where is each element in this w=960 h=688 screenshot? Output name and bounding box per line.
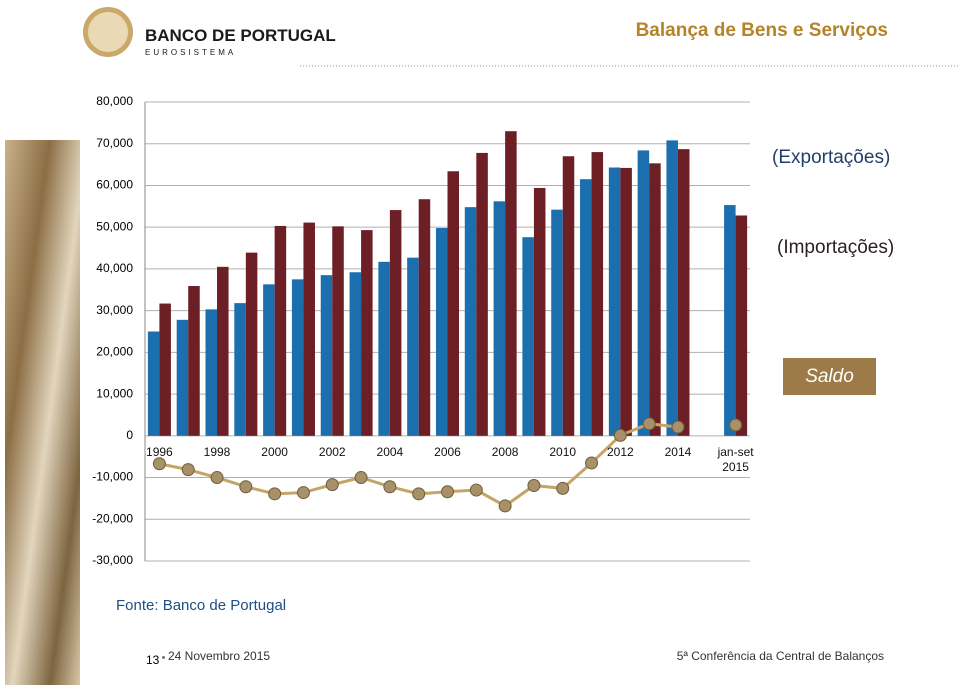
bar — [620, 167, 632, 436]
source: Fonte: Banco de Portugal — [116, 597, 287, 614]
y-tick-label: 80,000 — [96, 94, 133, 108]
saldo-marker — [613, 428, 627, 442]
org-name: BANCO DE PORTUGAL — [145, 26, 336, 45]
bar — [320, 275, 333, 436]
legend-saldo: Saldo — [783, 358, 876, 395]
saldo-marker — [354, 471, 368, 485]
saldo-marker — [181, 463, 195, 477]
y-tick-label: 30,000 — [96, 303, 133, 317]
page-number: 13 — [146, 653, 160, 667]
y-tick-label: -20,000 — [92, 511, 133, 525]
bar — [407, 257, 419, 436]
saldo-marker — [441, 485, 454, 499]
bar — [666, 140, 678, 436]
bar — [677, 149, 690, 436]
bar — [447, 171, 460, 436]
bar — [274, 225, 287, 436]
bar — [418, 199, 431, 436]
bar — [724, 205, 736, 436]
bar — [435, 228, 448, 436]
y-tick-label: 60,000 — [96, 178, 133, 192]
bar — [649, 163, 661, 436]
y-tick-label: -30,000 — [92, 553, 133, 567]
saldo-marker — [642, 417, 656, 431]
saldo-marker — [268, 487, 282, 501]
x-tick-label: 2000 — [261, 444, 288, 459]
bar — [378, 261, 390, 436]
x-tick-label: 2010 — [549, 444, 577, 459]
y-tick-label: 40,000 — [96, 261, 133, 275]
x-tick-label: 1996 — [146, 444, 173, 459]
x-tick-label: 2008 — [491, 444, 519, 459]
saldo-marker — [585, 456, 599, 470]
saldo-marker — [210, 471, 224, 485]
bar — [464, 207, 477, 436]
bar — [389, 210, 402, 436]
bar — [159, 303, 171, 436]
footer-event: 5ª Conferência da Central de Balanços — [676, 649, 884, 663]
saldo-marker — [383, 480, 397, 494]
y-tick-label: 20,000 — [96, 345, 133, 359]
bar — [205, 309, 218, 436]
bar — [608, 167, 621, 436]
legend-imports: (Importações) — [777, 237, 895, 258]
saldo-marker — [556, 481, 570, 495]
saldo-marker — [527, 478, 541, 492]
x-tick-label: jan-set 2015 — [717, 444, 754, 474]
saldo-marker — [729, 418, 743, 432]
bar — [303, 222, 315, 436]
bar — [349, 272, 362, 436]
saldo-marker — [412, 487, 426, 501]
bar — [476, 152, 488, 436]
bar — [245, 252, 258, 436]
footer-date: 24 Novembro 2015 — [168, 649, 271, 663]
org-sub: EUROSISTEMA — [145, 48, 237, 57]
bar — [533, 187, 546, 436]
saldo-marker — [498, 499, 512, 513]
bar — [735, 215, 748, 436]
bar — [291, 279, 304, 436]
saldo-marker — [296, 486, 310, 500]
bar — [505, 131, 517, 436]
saldo-marker — [239, 480, 253, 494]
slide-title: Balança de Bens e Serviços — [635, 20, 888, 41]
bar — [551, 209, 563, 436]
y-tick-label: 10,000 — [96, 386, 133, 400]
x-tick-label: 2006 — [434, 444, 461, 459]
decorative-strip — [5, 140, 80, 685]
x-tick-label: 1998 — [203, 444, 231, 459]
bar — [562, 156, 575, 436]
bar — [217, 266, 229, 436]
y-tick-label: 70,000 — [96, 136, 133, 150]
bar — [332, 226, 344, 436]
logo-inner — [88, 12, 128, 52]
bar — [234, 303, 246, 436]
saldo-marker — [325, 478, 339, 492]
x-tick-label: 2014 — [664, 444, 692, 459]
bar — [176, 319, 189, 436]
bar — [591, 152, 604, 436]
saldo-marker — [671, 420, 685, 434]
x-tick-label: 2012 — [606, 444, 634, 459]
bar — [188, 286, 200, 436]
saldo-marker — [469, 483, 483, 497]
x-tick-label: 2002 — [318, 444, 346, 459]
bar — [493, 201, 506, 436]
y-tick-label: 0 — [126, 428, 133, 442]
bar — [361, 230, 373, 436]
legend-exports: (Exportações) — [772, 147, 891, 168]
bar — [580, 179, 592, 436]
bar — [637, 150, 650, 436]
bar — [147, 331, 160, 436]
y-tick-label: -10,000 — [92, 470, 133, 484]
bullet — [162, 656, 165, 659]
y-tick-label: 50,000 — [96, 219, 133, 233]
saldo-marker — [152, 457, 166, 471]
bar — [263, 284, 275, 436]
x-tick-label: 2004 — [376, 444, 404, 459]
bar — [522, 237, 534, 436]
